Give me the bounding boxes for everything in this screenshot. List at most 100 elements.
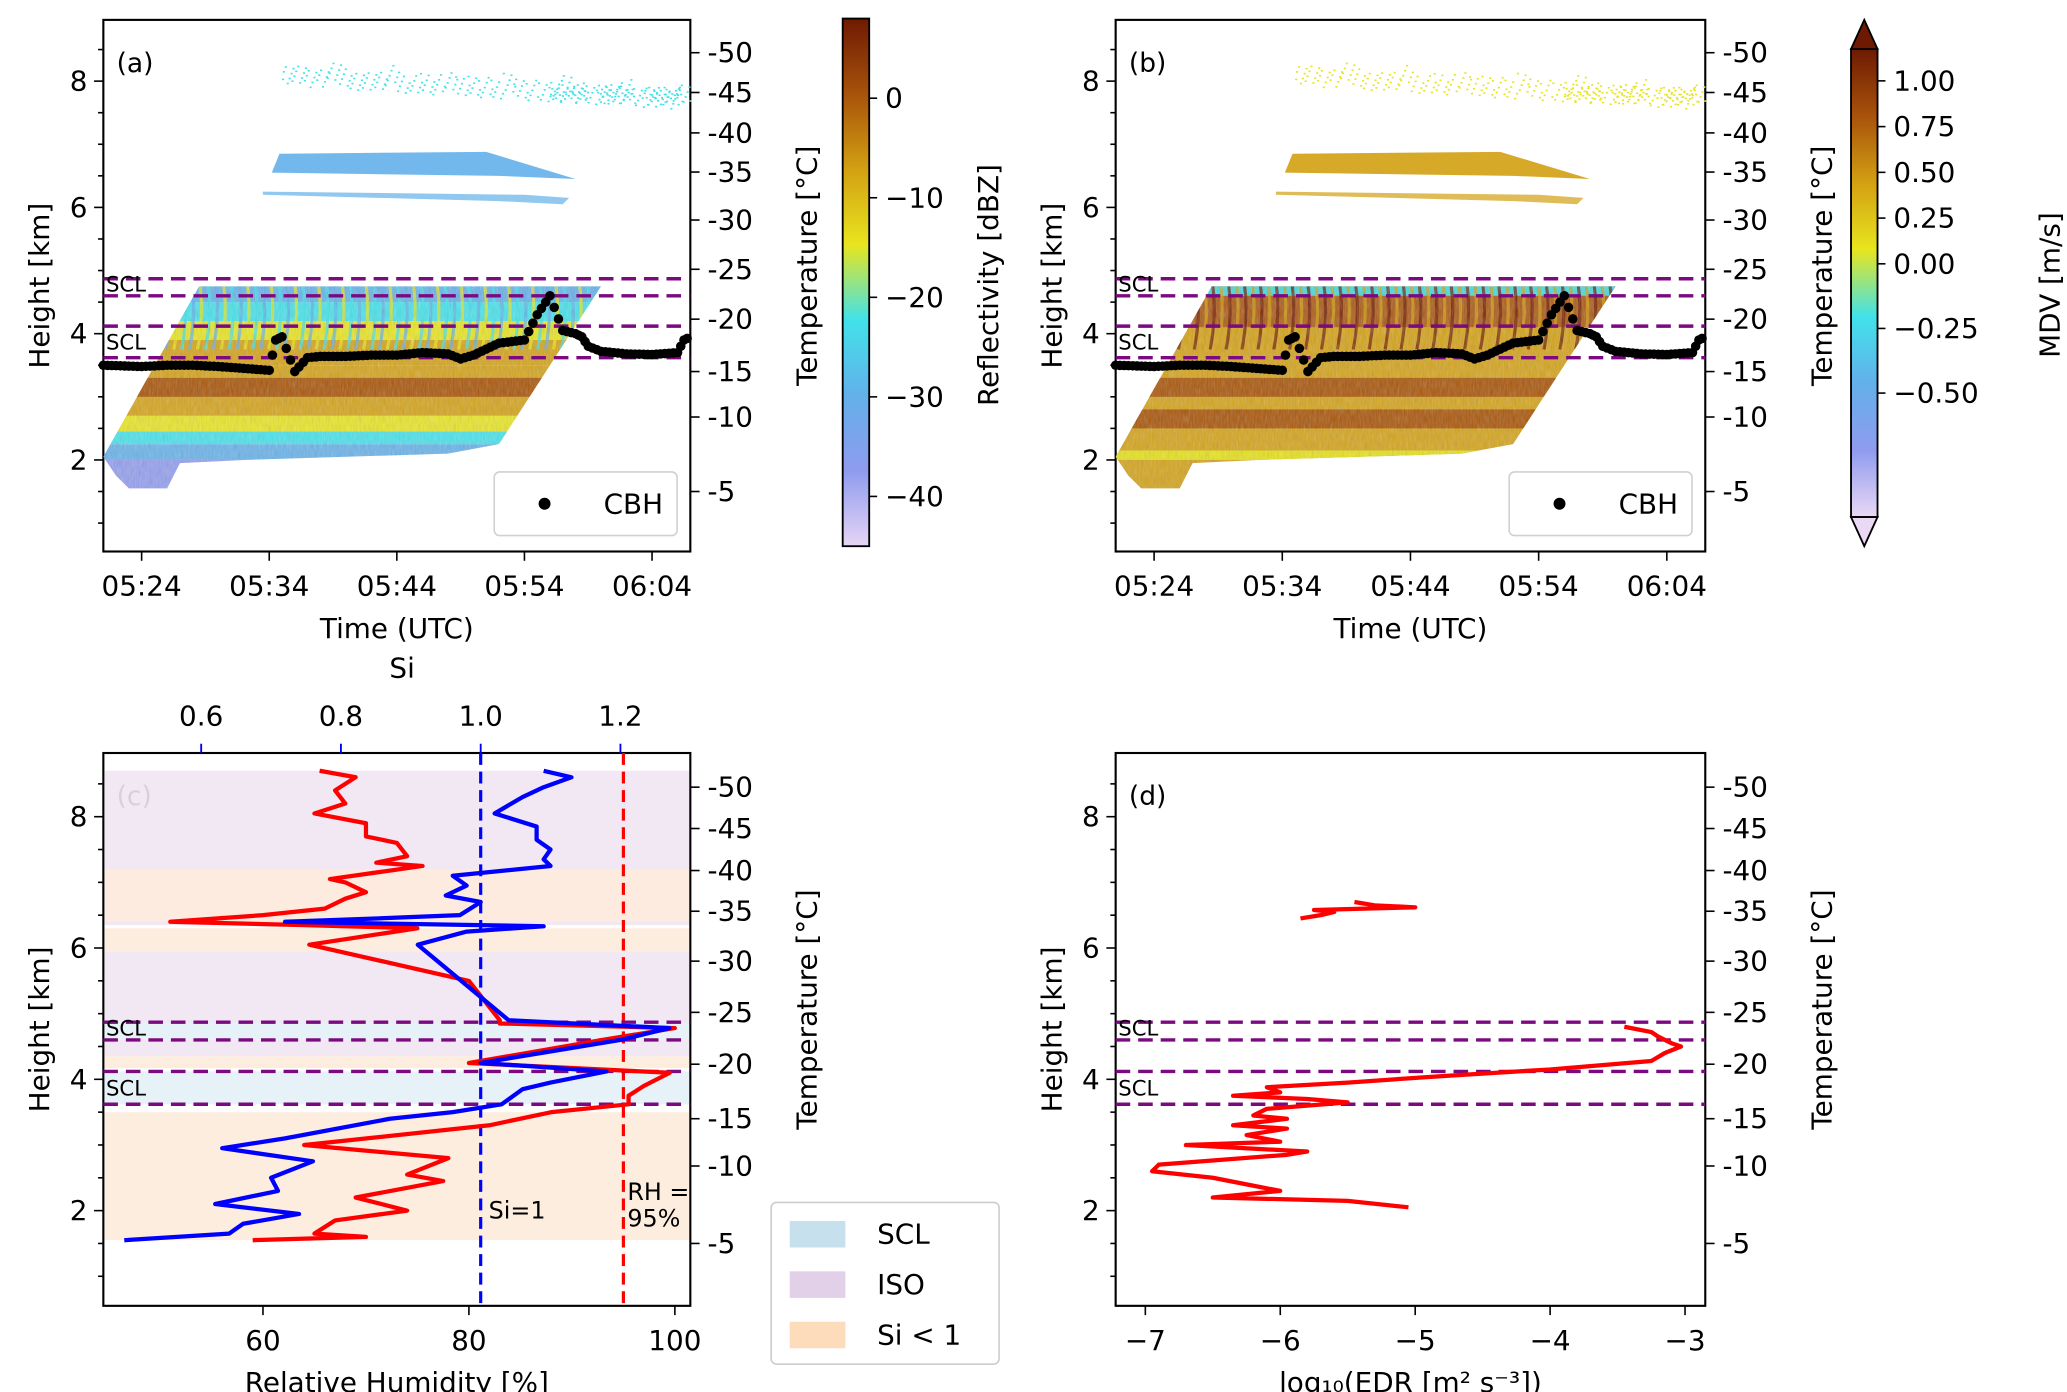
echo-pixel <box>436 83 439 86</box>
echo-pixel <box>1503 93 1506 96</box>
echo-pixel <box>1306 75 1309 78</box>
echo-pixel <box>498 81 501 83</box>
echo-pixel <box>571 91 574 94</box>
echo-pixel <box>565 93 568 96</box>
echo-pixel <box>669 97 673 100</box>
echo-pixel <box>1539 82 1542 85</box>
cbh-point <box>1280 350 1291 360</box>
echo-pixel <box>409 89 412 92</box>
echo-pixel <box>1409 76 1412 79</box>
echo-pixel <box>1362 87 1366 90</box>
echo-pixel <box>349 87 352 90</box>
echo-pixel <box>628 84 631 86</box>
echo-pixel <box>533 84 536 87</box>
echo-pixel <box>1634 85 1637 88</box>
echo-pixel <box>1404 69 1407 72</box>
echo-pixel <box>552 95 555 97</box>
y-tick-label: 2 <box>70 443 88 476</box>
echo-pixel <box>1584 76 1587 79</box>
y-axis-label: Height [km] <box>1036 947 1069 1113</box>
echo-pixel <box>1656 97 1659 100</box>
echo-pixel <box>1410 90 1413 93</box>
echo-pixel <box>1660 96 1663 99</box>
echo-pixel <box>1564 81 1567 84</box>
echo-pixel <box>1305 67 1308 70</box>
y-axis-label: Height [km] <box>1036 203 1069 369</box>
upper-layer-echo <box>1295 62 1707 110</box>
echo-pixel <box>385 78 388 81</box>
echo-pixel <box>520 85 523 87</box>
echo-pixel <box>645 96 648 99</box>
band-si <box>104 869 690 922</box>
echo-pixel <box>1522 79 1525 82</box>
echo-pixel <box>1626 100 1629 103</box>
echo-pixel <box>1501 76 1504 79</box>
echo-pixel <box>1457 85 1460 88</box>
echo-pixel <box>591 91 594 94</box>
echo-pixel <box>543 89 546 91</box>
echo-pixel <box>1320 70 1323 72</box>
echo-pixel <box>1679 93 1682 96</box>
echo-pixel <box>633 88 636 90</box>
echo-pixel <box>572 87 576 90</box>
echo-pixel <box>604 85 607 88</box>
echo-pixel <box>334 79 337 81</box>
echo-pixel <box>323 81 326 83</box>
cbh-point <box>264 365 275 376</box>
echo-pixel <box>558 83 561 86</box>
echo-pixel <box>618 102 621 105</box>
echo-pixel <box>355 72 358 75</box>
cbh-point <box>277 332 287 342</box>
echo-pixel <box>578 91 581 93</box>
echo-pixel <box>1680 100 1684 103</box>
echo-pixel <box>1693 86 1696 89</box>
echo-pixel <box>303 79 306 82</box>
echo-pixel <box>529 94 532 97</box>
x-tick-label: 05:54 <box>1499 569 1579 602</box>
echo-pixel <box>1472 87 1476 90</box>
echo-pixel <box>642 106 645 108</box>
echo-pixel <box>560 80 563 82</box>
echo-pixel <box>682 101 685 103</box>
echo-pixel <box>1389 81 1392 84</box>
echo-pixel <box>1364 82 1367 85</box>
echo-pixel <box>589 96 592 99</box>
echo-pixel <box>425 79 428 82</box>
cbh-series <box>1110 291 1707 377</box>
x-axis-label: log₁₀(EDR [m² s⁻³]) <box>1279 1366 1542 1392</box>
band-iso <box>104 951 690 1024</box>
echo-pixel <box>1623 95 1626 97</box>
panel-label: (a) <box>117 48 154 79</box>
echo-pixel <box>1559 84 1563 86</box>
legend-swatch <box>789 1220 846 1248</box>
echo-pixel <box>1480 89 1483 92</box>
echo-pixel <box>1352 83 1355 85</box>
echo-pixel <box>1574 100 1577 102</box>
series-edr <box>1300 899 1418 921</box>
echo-pixel <box>678 86 681 89</box>
echo-pixel <box>1587 85 1590 88</box>
echo-pixel <box>499 97 503 100</box>
colorbar-a: 0 −10 −20 −30 −40 Reflectivity [dBZ] <box>841 17 1005 548</box>
echo-pixel <box>661 98 664 101</box>
echo-pixel <box>1578 98 1581 100</box>
echo-pixel <box>537 96 540 98</box>
echo-pixel <box>1414 80 1417 83</box>
x-axis-label: Time (UTC) <box>1333 612 1488 645</box>
echo-pixel <box>1533 90 1536 92</box>
echo-pixel <box>1570 88 1573 91</box>
echo-pixel <box>396 76 399 79</box>
echo-pixel <box>1573 94 1576 96</box>
echo-pixel <box>1493 89 1496 91</box>
echo-pixel <box>423 84 426 87</box>
echo-pixel <box>1422 82 1425 84</box>
echo-pixel <box>1514 97 1517 100</box>
echo-pixel <box>688 86 691 88</box>
echo-pixel <box>446 82 449 84</box>
echo-pixel <box>514 86 517 88</box>
echo-pixel <box>629 98 632 101</box>
echo-pixel <box>1508 91 1511 93</box>
cbh-point <box>1290 332 1300 342</box>
echo-pixel <box>390 69 393 72</box>
